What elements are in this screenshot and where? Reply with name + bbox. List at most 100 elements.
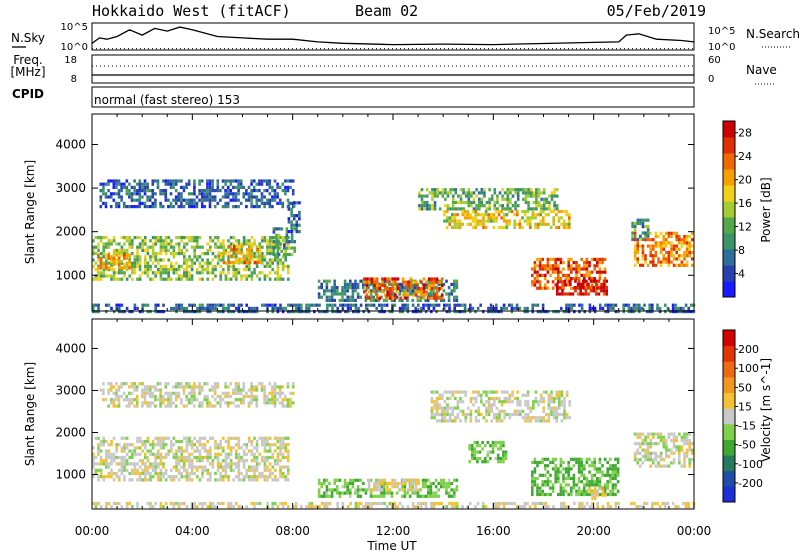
velocity-cell: [198, 382, 201, 386]
power-cell: [339, 303, 342, 307]
velocity-cell: [268, 398, 272, 402]
power-cell: [196, 255, 199, 259]
power-cell: [453, 295, 456, 299]
velocity-cell: [229, 449, 233, 453]
velocity-cell: [203, 436, 207, 440]
power-cell: [222, 306, 225, 310]
velocity-cell: [167, 404, 170, 408]
velocity-cell: [401, 485, 404, 489]
velocity-cell: [107, 443, 111, 447]
power-cell: [211, 271, 215, 275]
velocity-cell: [266, 436, 269, 440]
power-cell: [255, 255, 259, 259]
velocity-cell: [102, 388, 105, 392]
velocity-cell: [279, 468, 282, 472]
power-cell: [646, 244, 650, 248]
power-cell: [388, 282, 391, 286]
velocity-cell: [157, 455, 160, 460]
velocity-cell: [468, 444, 471, 448]
velocity-cell: [680, 448, 684, 452]
power-cell: [501, 188, 504, 192]
velocity-cell: [598, 457, 602, 461]
power-cell: [227, 277, 230, 281]
power-cell: [652, 254, 655, 258]
velocity-cell: [172, 391, 175, 395]
velocity-cell: [214, 446, 217, 450]
velocity-cell: [213, 385, 217, 389]
power-cell: [120, 182, 123, 186]
velocity-cell: [167, 401, 170, 405]
power-cell: [451, 219, 454, 223]
velocity-cell: [549, 460, 552, 465]
power-cell: [529, 219, 532, 223]
velocity-cell: [261, 459, 264, 463]
power-cell: [188, 277, 191, 281]
power-cell: [362, 286, 365, 290]
power-cell: [354, 310, 358, 314]
power-cell: [97, 271, 100, 275]
power-cell: [265, 201, 269, 205]
velocity-cell: [227, 465, 230, 469]
velocity-cell: [477, 419, 480, 423]
power-cell: [536, 213, 540, 217]
velocity-cell: [206, 478, 209, 482]
velocity-cell: [120, 471, 124, 476]
power-cell: [557, 264, 560, 268]
power-cell: [588, 273, 591, 277]
velocity-cell: [409, 481, 413, 486]
velocity-cell: [287, 452, 290, 456]
velocity-cell: [554, 476, 557, 481]
velocity-cell: [281, 465, 285, 469]
velocity-cell: [172, 455, 176, 460]
velocity-cell: [268, 471, 272, 476]
velocity-cell: [219, 452, 222, 456]
power-cell: [235, 277, 238, 281]
power-cell: [240, 242, 243, 246]
power-cell: [605, 279, 608, 283]
velocity-cell: [271, 505, 274, 509]
power-cell: [532, 200, 536, 205]
power-cell: [230, 254, 233, 258]
velocity-cell: [567, 460, 570, 465]
power-cell: [245, 264, 248, 268]
power-cell: [651, 303, 654, 307]
velocity-cell: [253, 455, 256, 460]
velocity-cell: [214, 471, 217, 476]
power-cell: [284, 248, 287, 252]
power-cell: [603, 257, 607, 261]
velocity-cell: [601, 470, 604, 474]
power-cell: [242, 236, 246, 240]
power-cell: [272, 230, 276, 234]
power-cell: [529, 225, 532, 230]
velocity-cell: [125, 404, 129, 408]
velocity-cell: [188, 478, 191, 482]
velocity-cell: [555, 416, 558, 420]
power-cell: [206, 182, 209, 186]
velocity-cell: [196, 468, 199, 472]
velocity-cell: [97, 475, 100, 479]
power-cell: [245, 192, 248, 196]
power-cell: [609, 303, 612, 307]
velocity-cell: [214, 443, 217, 447]
power-cell: [560, 306, 563, 310]
power-cell: [532, 207, 536, 211]
velocity-cell: [434, 491, 438, 495]
velocity-cell: [435, 403, 439, 407]
power-cell: [631, 234, 634, 238]
velocity-cell: [414, 481, 418, 486]
power-cell: [683, 250, 686, 255]
power-cell: [427, 306, 430, 310]
velocity-cell: [659, 451, 663, 455]
velocity-cell: [506, 400, 509, 404]
velocity-cell: [490, 403, 493, 407]
power-cell: [112, 256, 116, 260]
velocity-cell: [601, 493, 605, 497]
power-cell: [193, 198, 196, 202]
velocity-cell: [445, 505, 449, 509]
velocity-cell: [146, 401, 149, 405]
power-cell: [649, 254, 652, 258]
velocity-cell: [305, 505, 308, 509]
velocity-cell: [333, 481, 336, 486]
power-cell: [206, 242, 209, 246]
velocity-cell: [200, 388, 204, 392]
